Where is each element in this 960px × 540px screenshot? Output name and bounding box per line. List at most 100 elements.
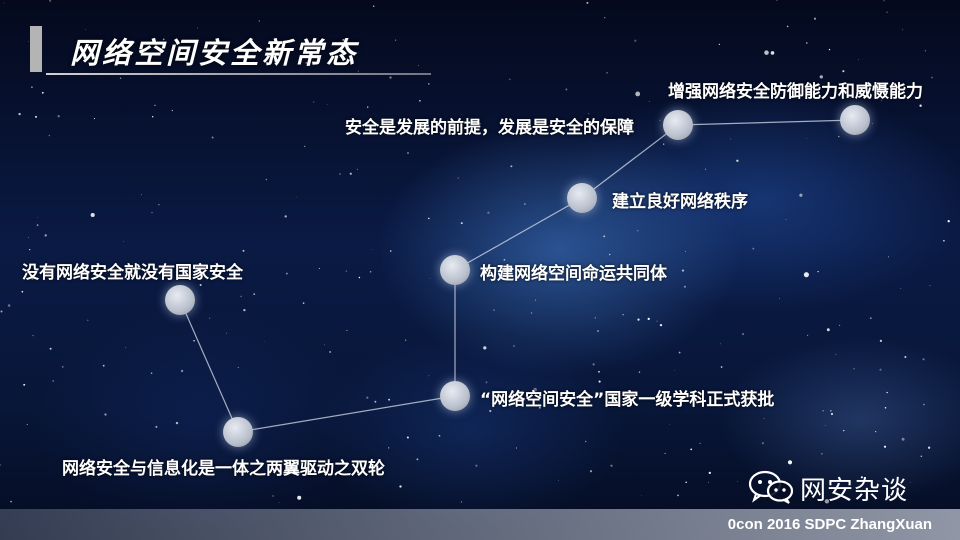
star [635,91,641,97]
star [150,372,153,374]
star [419,99,421,102]
star [272,495,274,497]
star [588,113,590,115]
star [180,369,184,373]
star [622,314,624,316]
star [669,424,671,425]
star [489,409,492,413]
star [297,495,302,500]
star [888,256,889,258]
star [177,267,179,268]
star [656,320,658,322]
star [719,343,721,345]
star [681,269,685,272]
star [589,470,593,473]
star [85,29,87,31]
star [10,500,12,503]
star [858,59,859,61]
star [640,494,642,496]
star [708,481,710,483]
star [659,323,663,327]
star [367,106,369,108]
star [659,119,661,121]
star [685,251,686,253]
star [90,212,95,218]
star [904,355,907,359]
star [49,347,52,350]
star [610,464,613,467]
star [586,1,589,4]
star [152,116,154,118]
star [104,413,107,416]
star [225,332,227,334]
star [49,0,52,2]
title-underline [46,73,431,75]
star [407,152,409,154]
star [886,11,888,14]
star [313,101,315,103]
star [634,39,637,42]
star [18,112,21,116]
node-label: 增强网络安全防御能力和威慑能力 [668,82,923,102]
star [598,370,600,373]
star [778,298,780,300]
star [52,379,55,382]
star [493,309,496,312]
star [683,285,687,288]
star [278,502,280,503]
star [503,258,506,261]
star [475,464,478,467]
star [345,270,348,272]
star [886,391,888,394]
star [923,403,925,406]
star [394,39,397,41]
star [326,103,328,105]
star [883,445,887,448]
star [622,203,623,205]
star [931,76,933,79]
star [817,270,819,273]
star [405,339,407,341]
timeline-node [840,105,870,135]
star [761,442,764,445]
star [357,70,359,72]
star [879,368,882,371]
star [947,220,950,223]
star [647,317,650,321]
star [389,76,392,79]
node-label: 没有网络安全就没有国家安全 [22,263,243,283]
star [154,104,156,106]
star [155,425,158,428]
star [428,83,430,85]
star [819,75,823,79]
star [674,370,675,371]
star [151,212,153,214]
star [196,27,198,29]
node-label: 构建网络空间命运共同体 [480,264,667,284]
star [638,371,641,373]
node-label: “网络空间安全”国家一级学科正式获批 [480,390,775,410]
connector-line [237,395,456,433]
star [843,429,845,432]
wechat-icon [748,470,794,504]
star [285,272,288,275]
star [37,217,39,218]
brand-name: 网安杂谈 [800,476,909,506]
footer-bar [0,509,960,540]
star [763,418,765,420]
star [604,17,606,19]
connector-line [179,299,239,433]
star [32,334,34,337]
star [36,224,39,226]
star [0,310,3,313]
star [369,271,372,273]
star [349,172,352,175]
star [26,423,28,426]
star [737,481,739,483]
star [806,138,808,139]
star [569,269,572,272]
star [483,346,487,350]
star [828,48,831,51]
star [927,446,931,449]
star [388,447,390,449]
